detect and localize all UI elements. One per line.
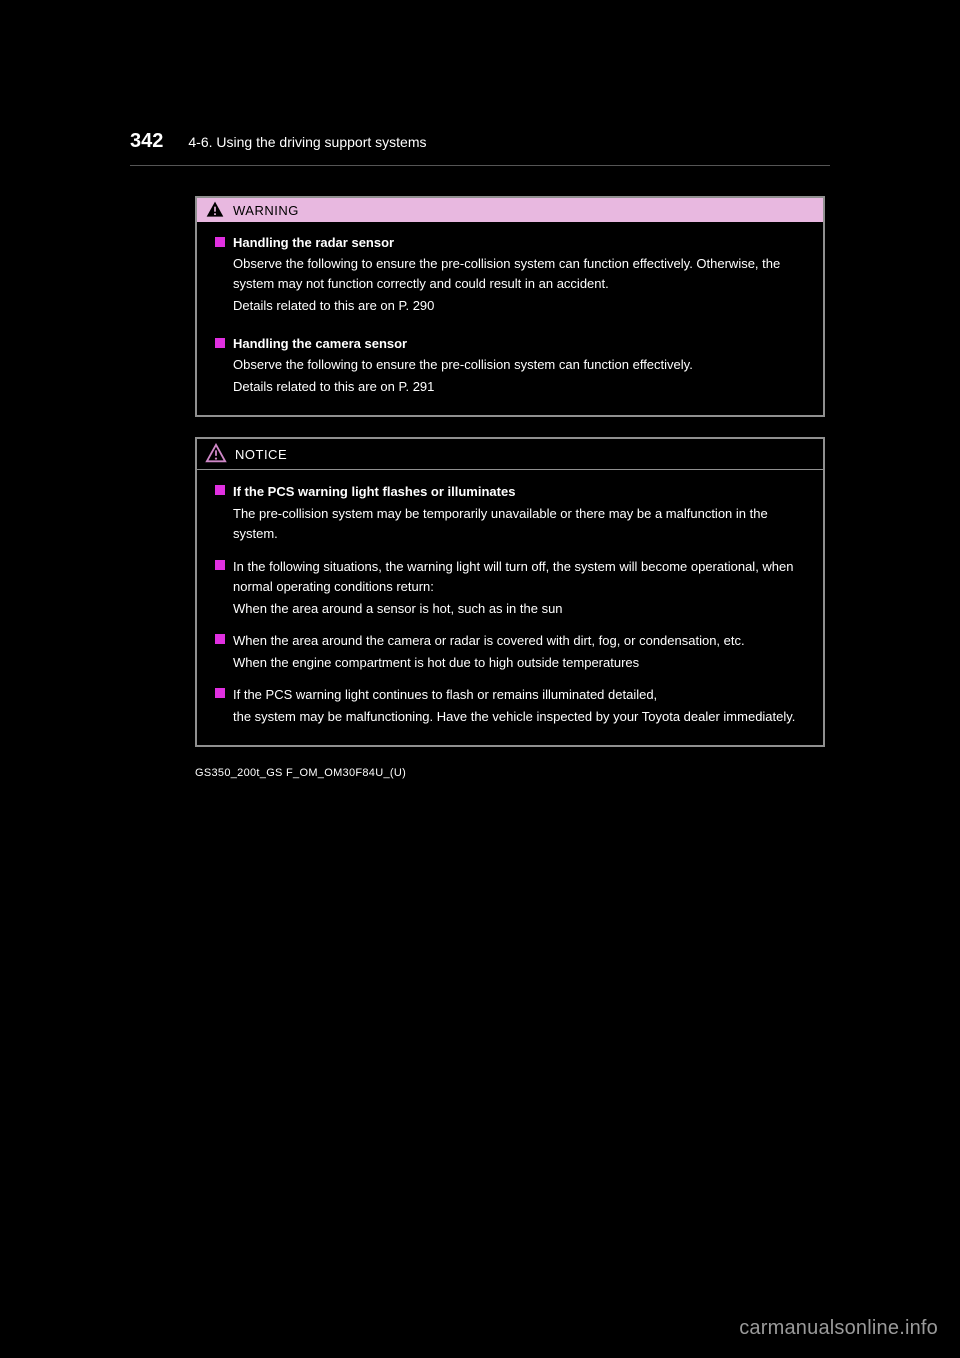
notice-item-text: the system may be malfunctioning. Have t… (215, 707, 805, 727)
notice-item-heading: In the following situations, the warning… (233, 559, 794, 594)
warning-title: WARNING (233, 203, 299, 218)
warning-item-heading: Handling the camera sensor (233, 335, 407, 353)
warning-item-text: Observe the following to ensure the pre-… (215, 254, 805, 294)
warning-header: WARNING (197, 198, 823, 222)
warning-box: WARNING Handling the radar sensor Observ… (195, 196, 825, 417)
notice-header: NOTICE (197, 439, 823, 470)
notice-item: If the PCS warning light continues to fl… (215, 685, 805, 727)
footer-text: GS350_200t_GS F_OM_OM30F84U_(U) (195, 767, 830, 779)
notice-item: When the area around the camera or radar… (215, 631, 805, 673)
notice-item: In the following situations, the warning… (215, 557, 805, 619)
warning-triangle-icon (205, 200, 225, 220)
watermark: carmanualsonline.info (739, 1317, 938, 1340)
notice-triangle-icon (205, 443, 227, 465)
notice-item-text: The pre-collision system may be temporar… (215, 504, 805, 544)
notice-item-heading: If the PCS warning light continues to fl… (233, 687, 657, 702)
bullet-icon (215, 237, 225, 247)
warning-item-extra: Details related to this are on P. 290 (215, 296, 805, 316)
warning-body: Handling the radar sensor Observe the fo… (197, 222, 823, 415)
bullet-icon (215, 688, 225, 698)
notice-item-heading: If the PCS warning light flashes or illu… (233, 484, 515, 499)
page-header: 342 4-6. Using the driving support syste… (130, 130, 830, 166)
notice-body: If the PCS warning light flashes or illu… (197, 470, 823, 745)
notice-item-heading: When the area around the camera or radar… (233, 633, 745, 648)
section-title: 4-6. Using the driving support systems (188, 134, 426, 150)
bullet-icon (215, 485, 225, 495)
warning-item: Handling the radar sensor (215, 234, 805, 252)
bullet-icon (215, 634, 225, 644)
notice-item: If the PCS warning light flashes or illu… (215, 482, 805, 544)
notice-item-text: When the engine compartment is hot due t… (215, 653, 805, 673)
notice-title: NOTICE (235, 447, 287, 462)
warning-item-heading: Handling the radar sensor (233, 234, 394, 252)
warning-item-text: Observe the following to ensure the pre-… (215, 355, 805, 375)
bullet-icon (215, 560, 225, 570)
notice-item-text: When the area around a sensor is hot, su… (215, 599, 805, 619)
page-number: 342 (130, 130, 163, 153)
warning-item-extra: Details related to this are on P. 291 (215, 377, 805, 397)
page-content: 342 4-6. Using the driving support syste… (130, 130, 830, 779)
warning-item: Handling the camera sensor (215, 335, 805, 353)
notice-box: NOTICE If the PCS warning light flashes … (195, 437, 825, 747)
bullet-icon (215, 338, 225, 348)
